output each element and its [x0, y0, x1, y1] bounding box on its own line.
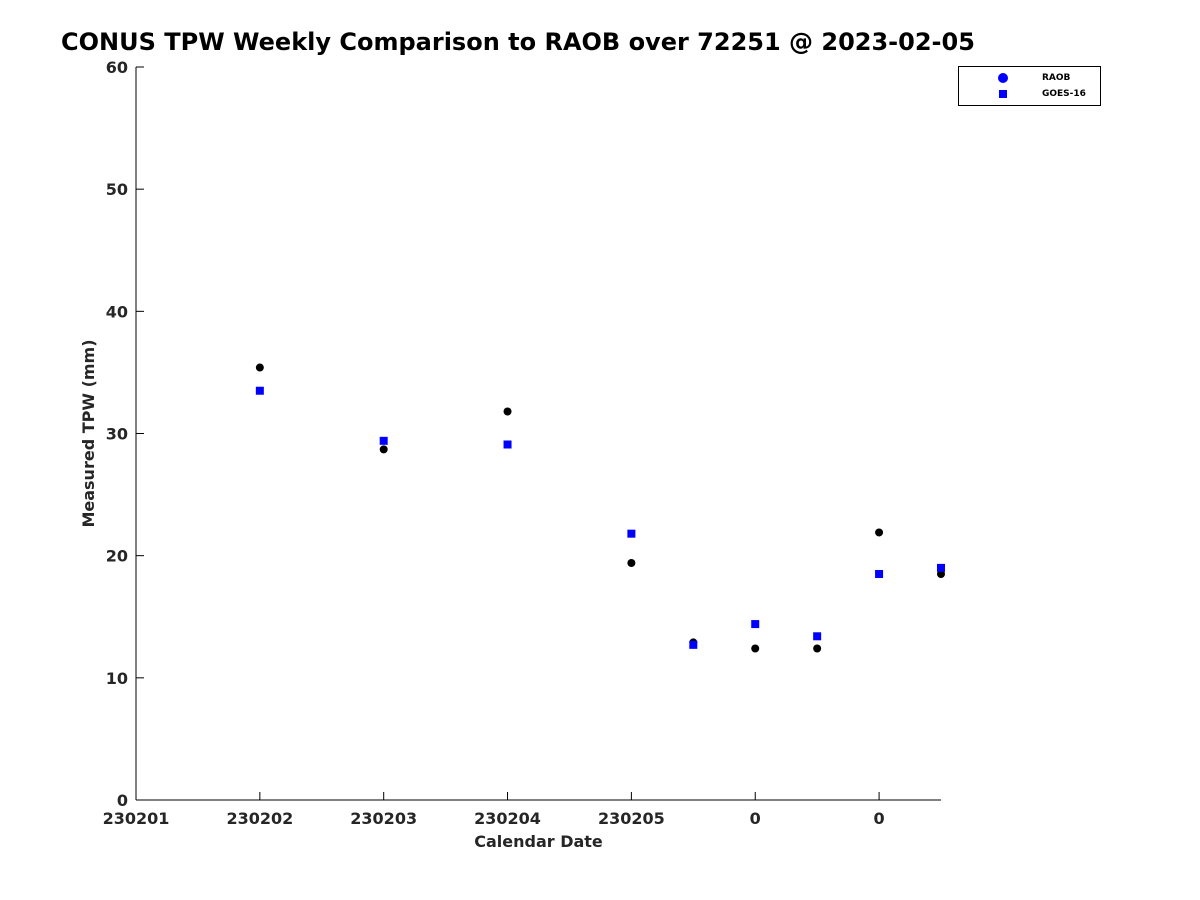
- chart-title: CONUS TPW Weekly Comparison to RAOB over…: [61, 28, 975, 56]
- x-tick-label: 230203: [350, 809, 417, 828]
- y-tick-label: 20: [106, 547, 128, 566]
- y-tick-label: 50: [106, 180, 128, 199]
- x-tick-label: 0: [750, 809, 761, 828]
- y-tick-label: 40: [106, 302, 128, 321]
- goes16-point: [813, 632, 822, 641]
- raob-point: [875, 528, 884, 537]
- raob-point: [627, 558, 636, 567]
- y-axis-label: Measured TPW (mm): [79, 339, 98, 527]
- x-tick-label: 230201: [103, 809, 170, 828]
- legend-entry-goes16: GOES-16: [959, 87, 1100, 101]
- goes16-point: [689, 640, 698, 649]
- x-tick-label: 0: [874, 809, 885, 828]
- raob-point: [751, 644, 760, 653]
- x-tick-label: 230205: [598, 809, 665, 828]
- x-tick-label: 230204: [474, 809, 541, 828]
- goes16-point: [751, 620, 760, 629]
- goes16-point: [503, 440, 512, 449]
- legend-label-goes16: GOES-16: [1042, 89, 1086, 99]
- legend-marker-raob: [998, 73, 1008, 83]
- y-tick-label: 0: [117, 791, 128, 810]
- goes16-point: [937, 563, 945, 572]
- goes16-point: [255, 386, 264, 395]
- legend-label-raob: RAOB: [1042, 73, 1071, 83]
- goes16-point: [875, 569, 884, 578]
- y-tick-label: 60: [106, 58, 128, 77]
- goes16-point: [627, 529, 636, 538]
- raob-point: [379, 445, 388, 454]
- legend-entry-raob: RAOB: [959, 71, 1100, 85]
- y-tick-label: 10: [106, 669, 128, 688]
- goes16-point: [379, 436, 388, 445]
- raob-point: [937, 569, 945, 578]
- chart-legend: RAOB GOES-16: [958, 66, 1101, 106]
- y-tick-label: 30: [106, 425, 128, 444]
- x-tick-label: 230202: [226, 809, 293, 828]
- raob-point: [813, 644, 822, 653]
- x-axis-label: Calendar Date: [474, 832, 603, 851]
- raob-point: [503, 407, 512, 416]
- legend-marker-goes16: [999, 90, 1007, 98]
- raob-point: [255, 363, 264, 372]
